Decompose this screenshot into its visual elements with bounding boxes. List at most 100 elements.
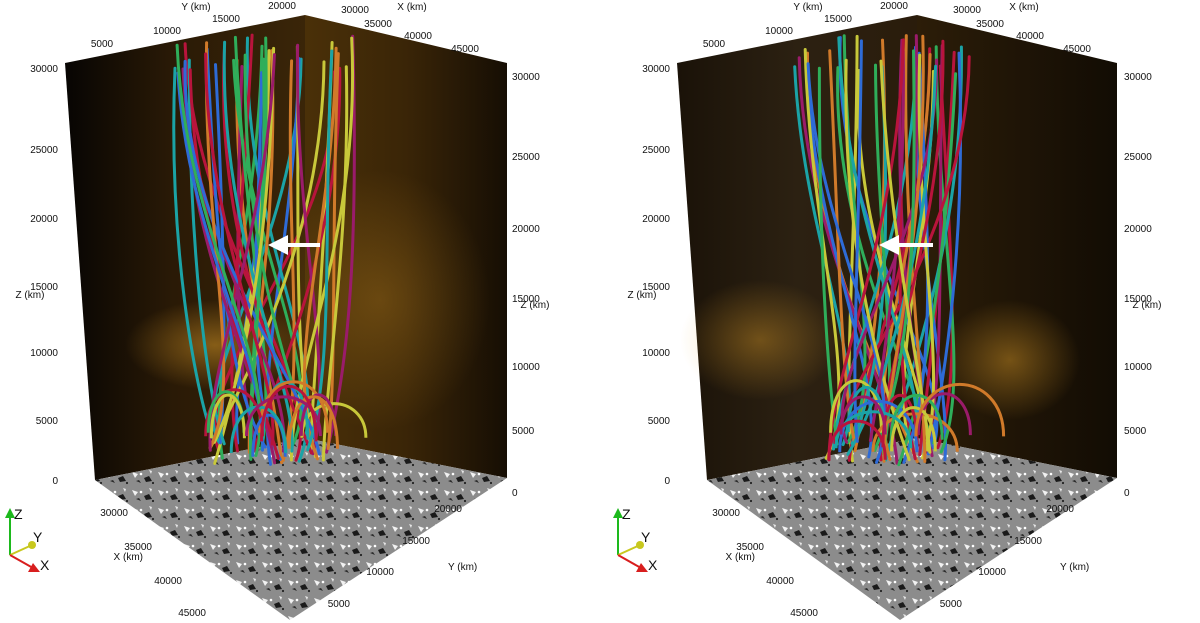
field-line-loop	[916, 392, 972, 436]
x-top-tick: 35000	[364, 19, 392, 30]
field-line	[325, 34, 356, 454]
x-top-tick: 45000	[451, 44, 479, 55]
triad-z-arrow	[5, 508, 15, 518]
z-left-tick: 10000	[30, 348, 58, 359]
field-line	[172, 66, 216, 442]
field-line	[321, 65, 349, 462]
x-bottom-tick: 35000	[736, 542, 764, 553]
x-top-tick: 30000	[953, 5, 981, 16]
right-panel: 5000 10000 15000 20000 Y (km) 30000 35000 40000…	[613, 1, 1161, 620]
right-floor	[707, 438, 1117, 620]
x-bottom-axis-label: X (km)	[114, 552, 143, 563]
z-left-tick: 20000	[30, 214, 58, 225]
y-bottom-tick: 5000	[328, 599, 351, 610]
x-bottom-tick: 40000	[766, 576, 794, 587]
left-field-lines	[172, 33, 368, 466]
triad-x-label: X	[648, 557, 658, 573]
y-bottom-tick: 15000	[402, 536, 430, 547]
right-triad: Z Y X	[613, 506, 658, 573]
z-right-axis-label: Z (km)	[521, 300, 550, 311]
triad-x-arrow	[28, 563, 40, 572]
z-right-tick: 15000	[512, 294, 540, 305]
field-line	[904, 34, 927, 463]
x-top-tick: 45000	[1063, 44, 1091, 55]
z-right-tick: 25000	[512, 152, 540, 163]
z-left-tick: 25000	[30, 145, 58, 156]
z-left-tick: 25000	[642, 145, 670, 156]
y-top-tick: 5000	[703, 39, 726, 50]
right-ticks: 5000 10000 15000 20000 Y (km) 30000 35000 40000…	[628, 1, 1162, 619]
x-bottom-tick: 45000	[790, 608, 818, 619]
z-left-tick: 5000	[36, 416, 59, 427]
z-right-tick: 30000	[512, 72, 540, 83]
x-bottom-tick: 30000	[712, 508, 740, 519]
field-line-loop	[300, 402, 368, 438]
z-right-tick: 30000	[1124, 72, 1152, 83]
x-bottom-tick: 30000	[100, 508, 128, 519]
field-line-loop	[827, 419, 887, 460]
x-top-tick: 30000	[341, 5, 369, 16]
x-bottom-tick: 40000	[154, 576, 182, 587]
field-line-loop	[209, 393, 246, 439]
left-triad: Z Y X	[5, 506, 50, 573]
z-right-tick: 10000	[512, 362, 540, 373]
x-bottom-axis-label: X (km)	[726, 552, 755, 563]
field-line	[208, 53, 276, 452]
y-bottom-tick: 20000	[1046, 504, 1074, 515]
z-left-tick: 10000	[642, 348, 670, 359]
y-top-tick: 10000	[153, 26, 181, 37]
white-arrow-icon	[268, 235, 288, 255]
field-line-loop	[839, 395, 887, 435]
triad-z-label: Z	[14, 506, 23, 522]
z-left-tick: 15000	[642, 282, 670, 293]
field-line-loop	[834, 410, 913, 449]
field-line	[204, 41, 226, 449]
z-left-tick: 0	[52, 476, 58, 487]
z-right-tick: 15000	[1124, 294, 1152, 305]
x-top-axis-label: X (km)	[397, 2, 426, 13]
field-line	[289, 36, 355, 462]
x-top-axis-label: X (km)	[1009, 2, 1038, 13]
z-left-tick: 30000	[30, 64, 58, 75]
z-left-axis-label: Z (km)	[16, 290, 45, 301]
z-right-tick: 10000	[1124, 362, 1152, 373]
field-line	[243, 53, 314, 443]
triad-z-arrow	[613, 508, 623, 518]
triad-z-label: Z	[622, 506, 631, 522]
left-ticks: 5000 10000 15000 20000 Y (km) 30000 35000 40000…	[16, 1, 550, 619]
z-right-tick: 20000	[1124, 224, 1152, 235]
y-top-axis-label: Y (km)	[793, 2, 822, 13]
y-top-axis-label: Y (km)	[181, 2, 210, 13]
y-bottom-tick: 15000	[1014, 536, 1042, 547]
z-right-tick: 5000	[1124, 426, 1147, 437]
field-line-loop	[245, 395, 322, 437]
y-bottom-tick: 20000	[434, 504, 462, 515]
white-arrow-icon	[879, 235, 899, 255]
y-top-tick: 20000	[880, 1, 908, 12]
z-right-tick: 5000	[512, 426, 535, 437]
left-floor	[95, 438, 507, 620]
z-left-tick: 30000	[642, 64, 670, 75]
y-bottom-tick: 10000	[366, 567, 394, 578]
x-top-tick: 40000	[404, 31, 432, 42]
field-line	[868, 49, 905, 443]
triad-y-label: Y	[33, 529, 43, 545]
y-top-tick: 20000	[268, 1, 296, 12]
left-panel: 5000 10000 15000 20000 Y (km) 30000 35000 40000…	[5, 1, 549, 620]
z-right-tick: 0	[1124, 488, 1130, 499]
right-arrow	[879, 235, 933, 255]
triad-y-label: Y	[641, 529, 651, 545]
x-top-tick: 35000	[976, 19, 1004, 30]
z-right-tick: 20000	[512, 224, 540, 235]
y-bottom-axis-label: Y (km)	[1060, 562, 1089, 573]
y-bottom-tick: 10000	[978, 567, 1006, 578]
field-line	[879, 59, 932, 454]
z-left-axis-label: Z (km)	[628, 290, 657, 301]
x-top-tick: 40000	[1016, 31, 1044, 42]
z-left-tick: 15000	[30, 282, 58, 293]
y-top-tick: 10000	[765, 26, 793, 37]
z-left-tick: 0	[664, 476, 670, 487]
field-line-loop	[890, 406, 937, 452]
z-right-tick: 0	[512, 488, 518, 499]
field-line-loop	[838, 400, 919, 453]
